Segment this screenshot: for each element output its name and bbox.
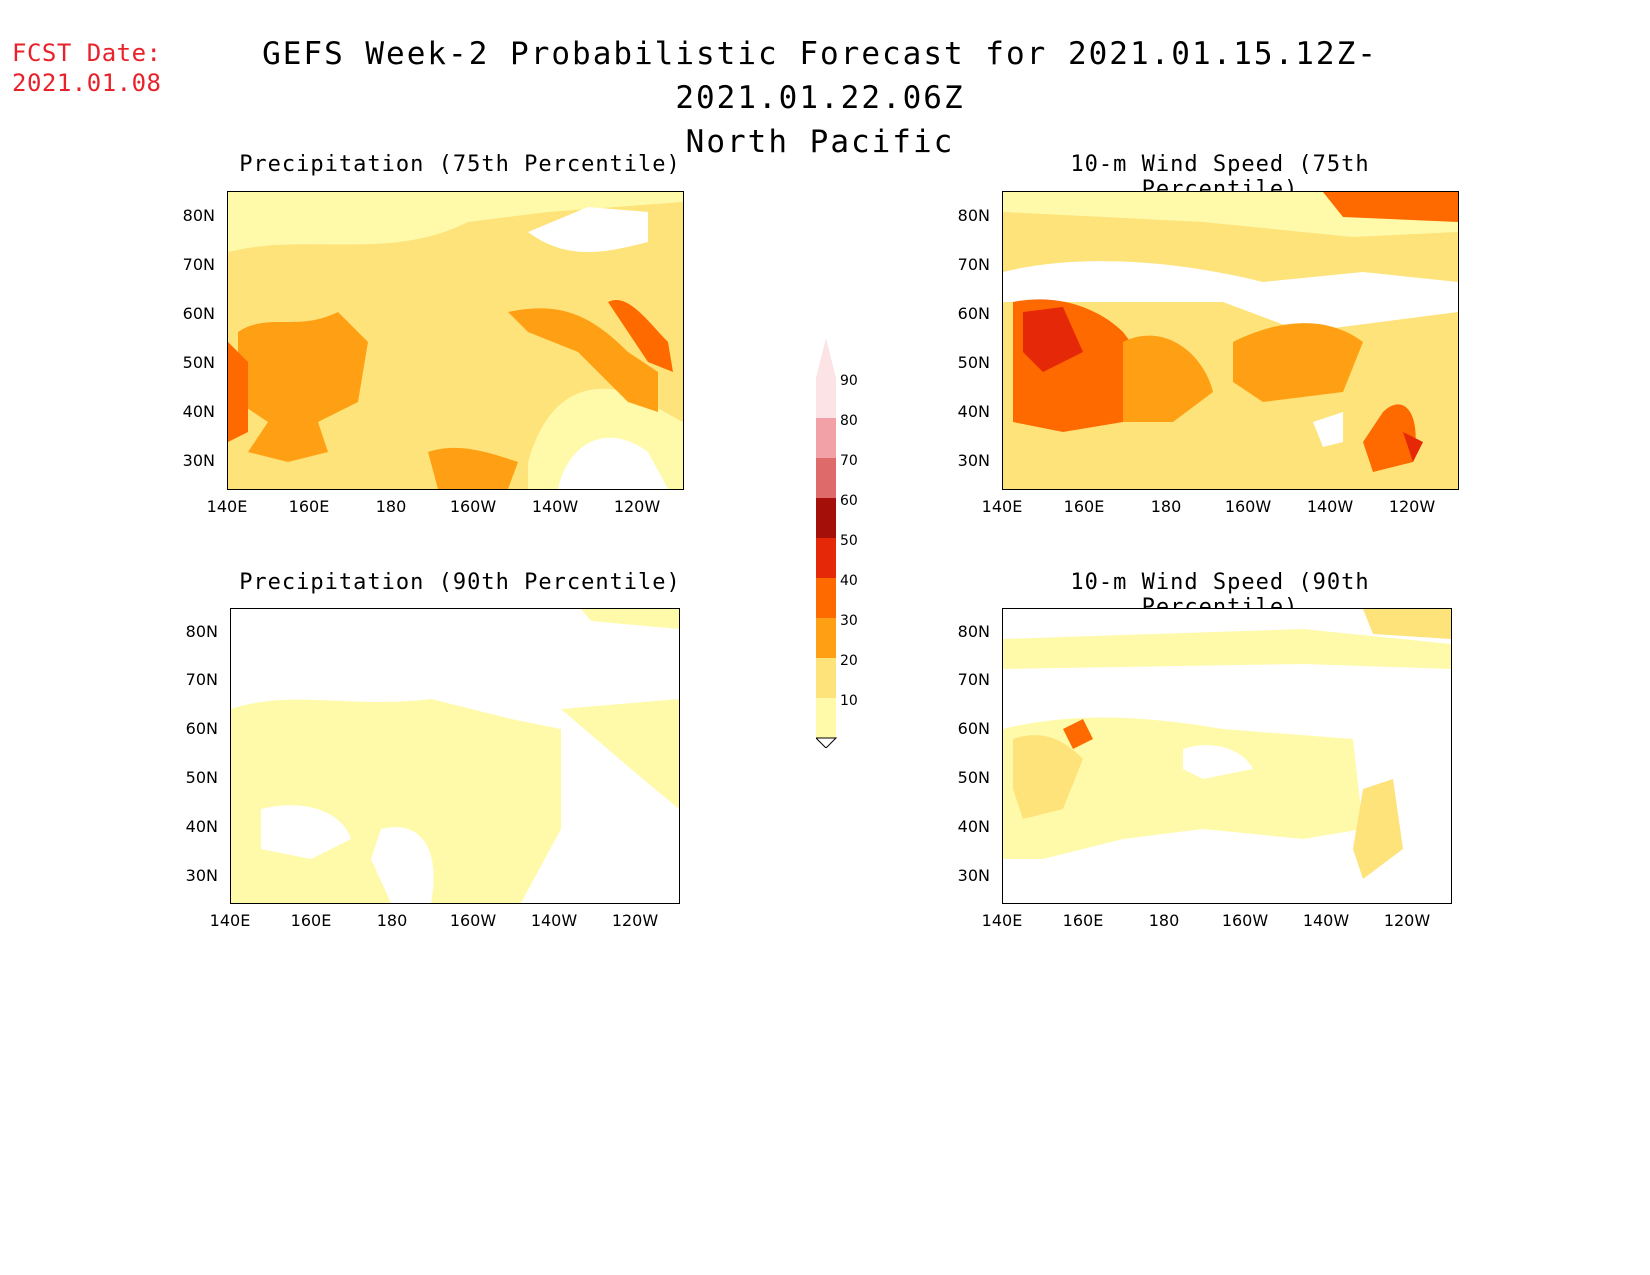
lon-label: 140E: [206, 497, 248, 516]
map-wind-90: [1002, 608, 1452, 904]
colorbar-label: 20: [840, 653, 858, 669]
lat-label: 80N: [182, 206, 215, 225]
lon-label: 140W: [530, 911, 578, 930]
lat-label: 80N: [957, 622, 990, 641]
lon-label: 140W: [531, 497, 579, 516]
lat-label: 70N: [185, 670, 218, 689]
colorbar-top-cap: [816, 338, 836, 378]
fcst-date-block: FCST Date: 2021.01.08: [12, 38, 162, 98]
lat-label: 30N: [185, 866, 218, 885]
lon-label: 140W: [1302, 911, 1350, 930]
panel-title: Precipitation (90th Percentile): [239, 570, 681, 595]
map-precip-90: [230, 608, 680, 904]
lon-label: 180: [376, 911, 408, 930]
lon-label: 120W: [613, 497, 661, 516]
lon-label: 140E: [981, 911, 1023, 930]
colorbar-swatch: [816, 578, 836, 618]
lon-label: 160W: [1224, 497, 1272, 516]
colorbar-label: 30: [840, 613, 858, 629]
lon-label: 160W: [1221, 911, 1269, 930]
map-wind-75: [1002, 191, 1459, 490]
lat-label: 60N: [957, 304, 990, 323]
colorbar-label: 90: [840, 373, 858, 389]
lat-label: 70N: [182, 255, 215, 274]
lon-label: 160E: [288, 497, 330, 516]
colorbar-label: 80: [840, 413, 858, 429]
colorbar-swatch: [816, 378, 836, 418]
lon-label: 140E: [209, 911, 251, 930]
lat-label: 30N: [182, 451, 215, 470]
lon-label: 180: [375, 497, 407, 516]
colorbar-label: 10: [840, 693, 858, 709]
map-field: [231, 609, 679, 903]
colorbar: 90 80 70 60 50 40 30 20 10: [816, 338, 876, 748]
lon-label: 120W: [611, 911, 659, 930]
lat-label: 30N: [957, 451, 990, 470]
lon-label: 180: [1150, 497, 1182, 516]
lon-label: 140E: [981, 497, 1023, 516]
colorbar-label: 40: [840, 573, 858, 589]
lon-label: 180: [1148, 911, 1180, 930]
map-field: [1003, 192, 1458, 489]
lat-label: 60N: [185, 719, 218, 738]
map-field: [1003, 609, 1451, 903]
lat-label: 40N: [185, 817, 218, 836]
lat-label: 40N: [957, 817, 990, 836]
lon-label: 120W: [1388, 497, 1436, 516]
map-precip-75: [227, 191, 684, 490]
colorbar-swatch: [816, 538, 836, 578]
colorbar-swatch: [816, 418, 836, 458]
lat-label: 70N: [957, 670, 990, 689]
lat-label: 70N: [957, 255, 990, 274]
lat-label: 80N: [957, 206, 990, 225]
fcst-date-value: 2021.01.08: [12, 69, 162, 97]
lat-label: 50N: [185, 768, 218, 787]
lon-label: 120W: [1383, 911, 1431, 930]
colorbar-swatch: [816, 698, 836, 738]
panel-title: Precipitation (75th Percentile): [239, 152, 681, 177]
lat-label: 50N: [182, 353, 215, 372]
lon-label: 160E: [1063, 497, 1105, 516]
lon-label: 160W: [449, 497, 497, 516]
map-field: [228, 192, 683, 489]
colorbar-swatch: [816, 618, 836, 658]
colorbar-swatch: [816, 498, 836, 538]
colorbar-swatches: [816, 338, 838, 748]
lat-label: 40N: [957, 402, 990, 421]
lat-label: 50N: [957, 353, 990, 372]
lat-label: 50N: [957, 768, 990, 787]
colorbar-swatch: [816, 458, 836, 498]
main-title: GEFS Week-2 Probabilistic Forecast for 2…: [262, 36, 1378, 116]
fcst-date-label: FCST Date:: [12, 39, 162, 67]
lat-label: 40N: [182, 402, 215, 421]
main-subtitle: North Pacific: [685, 124, 955, 160]
lat-label: 60N: [957, 719, 990, 738]
lon-label: 160E: [290, 911, 332, 930]
lon-label: 160W: [449, 911, 497, 930]
lon-label: 140W: [1306, 497, 1354, 516]
main-title-block: GEFS Week-2 Probabilistic Forecast for 2…: [150, 32, 1490, 164]
colorbar-label: 60: [840, 493, 858, 509]
lon-label: 160E: [1062, 911, 1104, 930]
lat-label: 60N: [182, 304, 215, 323]
colorbar-label: 70: [840, 453, 858, 469]
lat-label: 80N: [185, 622, 218, 641]
colorbar-bottom-cap: [816, 737, 838, 748]
panel-title: 10-m Wind Speed (90th Percentile): [1070, 570, 1370, 620]
lat-label: 30N: [957, 866, 990, 885]
colorbar-swatch: [816, 658, 836, 698]
colorbar-label: 50: [840, 533, 858, 549]
